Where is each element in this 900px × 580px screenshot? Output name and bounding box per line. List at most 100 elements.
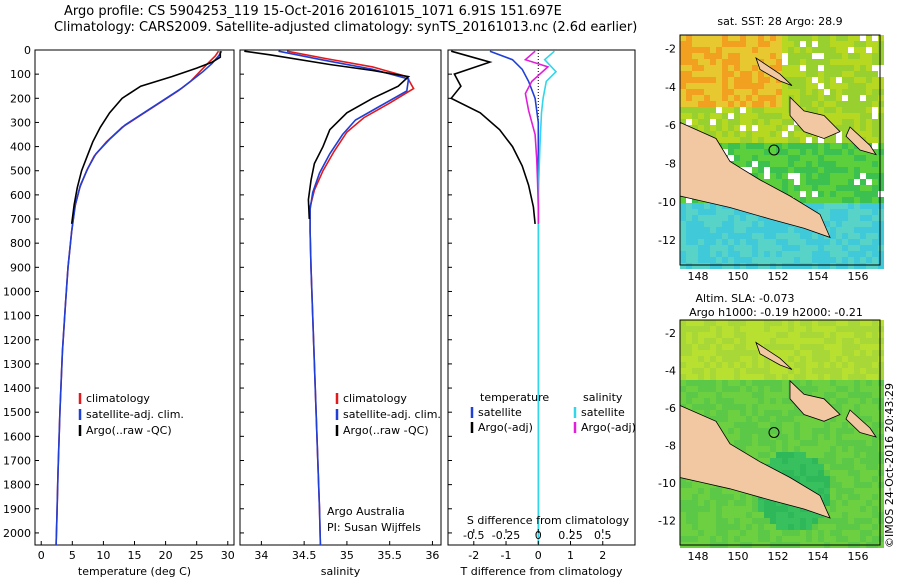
s-tick-label: 0.25 bbox=[558, 529, 583, 542]
salinity-panel bbox=[239, 49, 442, 546]
salinity-series-1 bbox=[278, 50, 410, 546]
difference-series-2 bbox=[537, 50, 558, 545]
y-tick-label: 300 bbox=[10, 116, 31, 129]
map-x-tick-label: 152 bbox=[768, 550, 789, 563]
legend-entry: satellite-adj. clim. bbox=[343, 408, 441, 421]
x-tick-label: 35 bbox=[340, 549, 354, 562]
y-tick-label: 1000 bbox=[3, 285, 31, 298]
land-mass bbox=[755, 57, 793, 86]
legend-title-temperature: temperature bbox=[480, 391, 549, 404]
difference-panel bbox=[447, 49, 636, 546]
sla-map bbox=[679, 319, 884, 548]
land-mass bbox=[789, 96, 841, 139]
map-y-tick-label: -2 bbox=[665, 42, 676, 55]
y-tick-label: 100 bbox=[10, 68, 31, 81]
map-y-tick-label: -4 bbox=[665, 365, 676, 378]
map-x-tick-label: 150 bbox=[728, 550, 749, 563]
x-tick-label: 34.5 bbox=[292, 549, 317, 562]
x-tick-label: 0 bbox=[38, 549, 45, 562]
salinity-axis-label: salinity bbox=[321, 565, 361, 578]
difference-series-1 bbox=[449, 50, 536, 224]
argo-location-marker bbox=[768, 427, 780, 438]
y-tick-label: 800 bbox=[10, 237, 31, 250]
y-tick-label: 1400 bbox=[3, 382, 31, 395]
x-tick-label: 34 bbox=[254, 549, 268, 562]
y-tick-label: 600 bbox=[10, 189, 31, 202]
map-y-tick-label: -6 bbox=[665, 119, 676, 132]
x-tick-label: -1 bbox=[501, 549, 512, 562]
argo-height-title: Argo h1000: -0.19 h2000: -0.21 bbox=[689, 306, 863, 319]
x-tick-label: 25 bbox=[190, 549, 204, 562]
sdiff-axis-label: S difference from climatology bbox=[467, 514, 630, 527]
y-tick-label: 1900 bbox=[3, 503, 31, 516]
x-tick-label: 1 bbox=[567, 549, 574, 562]
map-frame bbox=[679, 319, 881, 546]
map-x-tick-label: 154 bbox=[808, 270, 829, 283]
land-mass bbox=[679, 404, 831, 519]
s-tick-label: -0.25 bbox=[492, 529, 520, 542]
temperature-series-0 bbox=[55, 50, 220, 546]
y-tick-label: 0 bbox=[24, 44, 31, 57]
map-x-tick-label: 150 bbox=[728, 270, 749, 283]
x-tick-label: 20 bbox=[159, 549, 173, 562]
sla-title: Altim. SLA: -0.073 bbox=[695, 292, 794, 305]
x-tick-label: 30 bbox=[221, 549, 235, 562]
land-mass bbox=[789, 379, 841, 422]
map-y-tick-label: -2 bbox=[665, 327, 676, 340]
y-tick-label: 1500 bbox=[3, 406, 31, 419]
legend-entry: Argo(-adj) bbox=[581, 421, 636, 434]
sst-map-title: sat. SST: 28 Argo: 28.9 bbox=[717, 15, 842, 28]
y-tick-label: 900 bbox=[10, 261, 31, 274]
map-x-tick-label: 148 bbox=[688, 270, 709, 283]
land-mass bbox=[845, 409, 877, 438]
legend-entry: Argo(..raw -QC) bbox=[86, 424, 172, 437]
x-tick-label: 35.5 bbox=[377, 549, 402, 562]
y-tick-label: 2000 bbox=[3, 527, 31, 540]
map-y-tick-label: -8 bbox=[665, 157, 676, 170]
difference-series-0 bbox=[489, 50, 540, 545]
x-tick-label: 0 bbox=[535, 549, 542, 562]
legend-entry: Argo(..raw -QC) bbox=[343, 424, 429, 437]
s-tick-label: 0.5 bbox=[594, 529, 612, 542]
x-tick-label: 2 bbox=[599, 549, 606, 562]
land-mass bbox=[755, 341, 793, 370]
climatology-title: Climatology: CARS2009. Satellite-adjuste… bbox=[54, 20, 638, 35]
legend-entry: satellite-adj. clim. bbox=[86, 408, 184, 421]
y-tick-label: 400 bbox=[10, 141, 31, 154]
y-tick-label: 1700 bbox=[3, 454, 31, 467]
y-tick-label: 1300 bbox=[3, 358, 31, 371]
legend-entry: climatology bbox=[343, 392, 407, 405]
legend-entry: Argo(-adj) bbox=[478, 421, 533, 434]
y-tick-label: 1600 bbox=[3, 430, 31, 443]
x-tick-label: 36 bbox=[425, 549, 439, 562]
map-x-tick-label: 154 bbox=[808, 550, 829, 563]
profile-title: Argo profile: CS 5904253_119 15-Oct-2016… bbox=[64, 4, 562, 19]
map-x-tick-label: 156 bbox=[848, 270, 869, 283]
legend-title-salinity: salinity bbox=[583, 391, 623, 404]
map-y-tick-label: -10 bbox=[658, 196, 676, 209]
y-tick-label: 1100 bbox=[3, 310, 31, 323]
temperature-axis-label: temperature (deg C) bbox=[78, 565, 191, 578]
map-x-tick-label: 152 bbox=[768, 270, 789, 283]
legend-entry: satellite bbox=[581, 406, 625, 419]
y-tick-label: 1200 bbox=[3, 334, 31, 347]
map-x-tick-label: 156 bbox=[848, 550, 869, 563]
land-mass bbox=[845, 126, 877, 156]
salinity-series-2 bbox=[244, 50, 411, 220]
x-tick-label: 10 bbox=[96, 549, 110, 562]
imos-credit: ©IMOS 24-Oct-2016 20:43:29 bbox=[883, 383, 896, 548]
map-y-tick-label: -12 bbox=[658, 515, 676, 528]
map-y-tick-label: -8 bbox=[665, 440, 676, 453]
map-frame bbox=[679, 34, 881, 266]
map-y-tick-label: -6 bbox=[665, 402, 676, 415]
difference-series-3 bbox=[523, 50, 550, 224]
map-y-tick-label: -12 bbox=[658, 234, 676, 247]
tdiff-axis-label: T difference from climatology bbox=[460, 565, 623, 578]
s-tick-label: 0 bbox=[535, 529, 542, 542]
land-mass bbox=[679, 121, 831, 239]
s-tick-label: -0.5 bbox=[463, 529, 484, 542]
map-x-tick-label: 148 bbox=[688, 550, 709, 563]
temperature-panel bbox=[34, 49, 235, 546]
